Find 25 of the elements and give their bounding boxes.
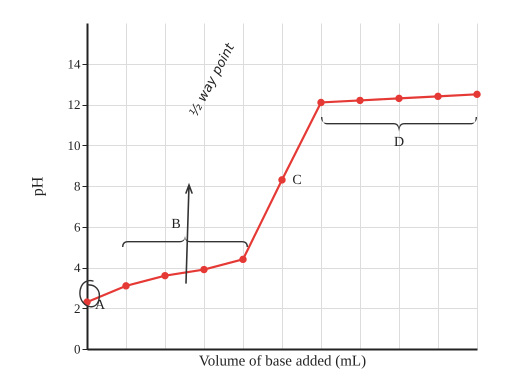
y-tick-label: 10 [68,138,80,153]
y-tick-label: 4 [74,260,81,275]
point [317,98,325,106]
annotation: A [94,298,106,313]
y-tick-label: 8 [74,178,80,194]
x-axis-title: Volume of base added (mL) [198,354,366,370]
point [161,272,169,280]
point [122,282,130,290]
point [200,266,208,274]
point [434,92,442,100]
y-axis-title: pH [30,176,46,196]
y-tick-label: 12 [68,97,80,112]
point [395,94,403,102]
y-tick-label: 14 [68,56,81,72]
annotation: ½ way point [186,40,238,120]
y-tick-label: 0 [74,342,80,356]
point [356,96,364,104]
annotation: C [292,173,302,188]
y-tick-label: 2 [74,300,80,316]
annotation: B [171,217,181,232]
y-tick-label: 6 [74,219,81,234]
point [473,90,481,98]
point [239,256,247,264]
point [278,176,286,184]
annotation: D [394,135,404,150]
